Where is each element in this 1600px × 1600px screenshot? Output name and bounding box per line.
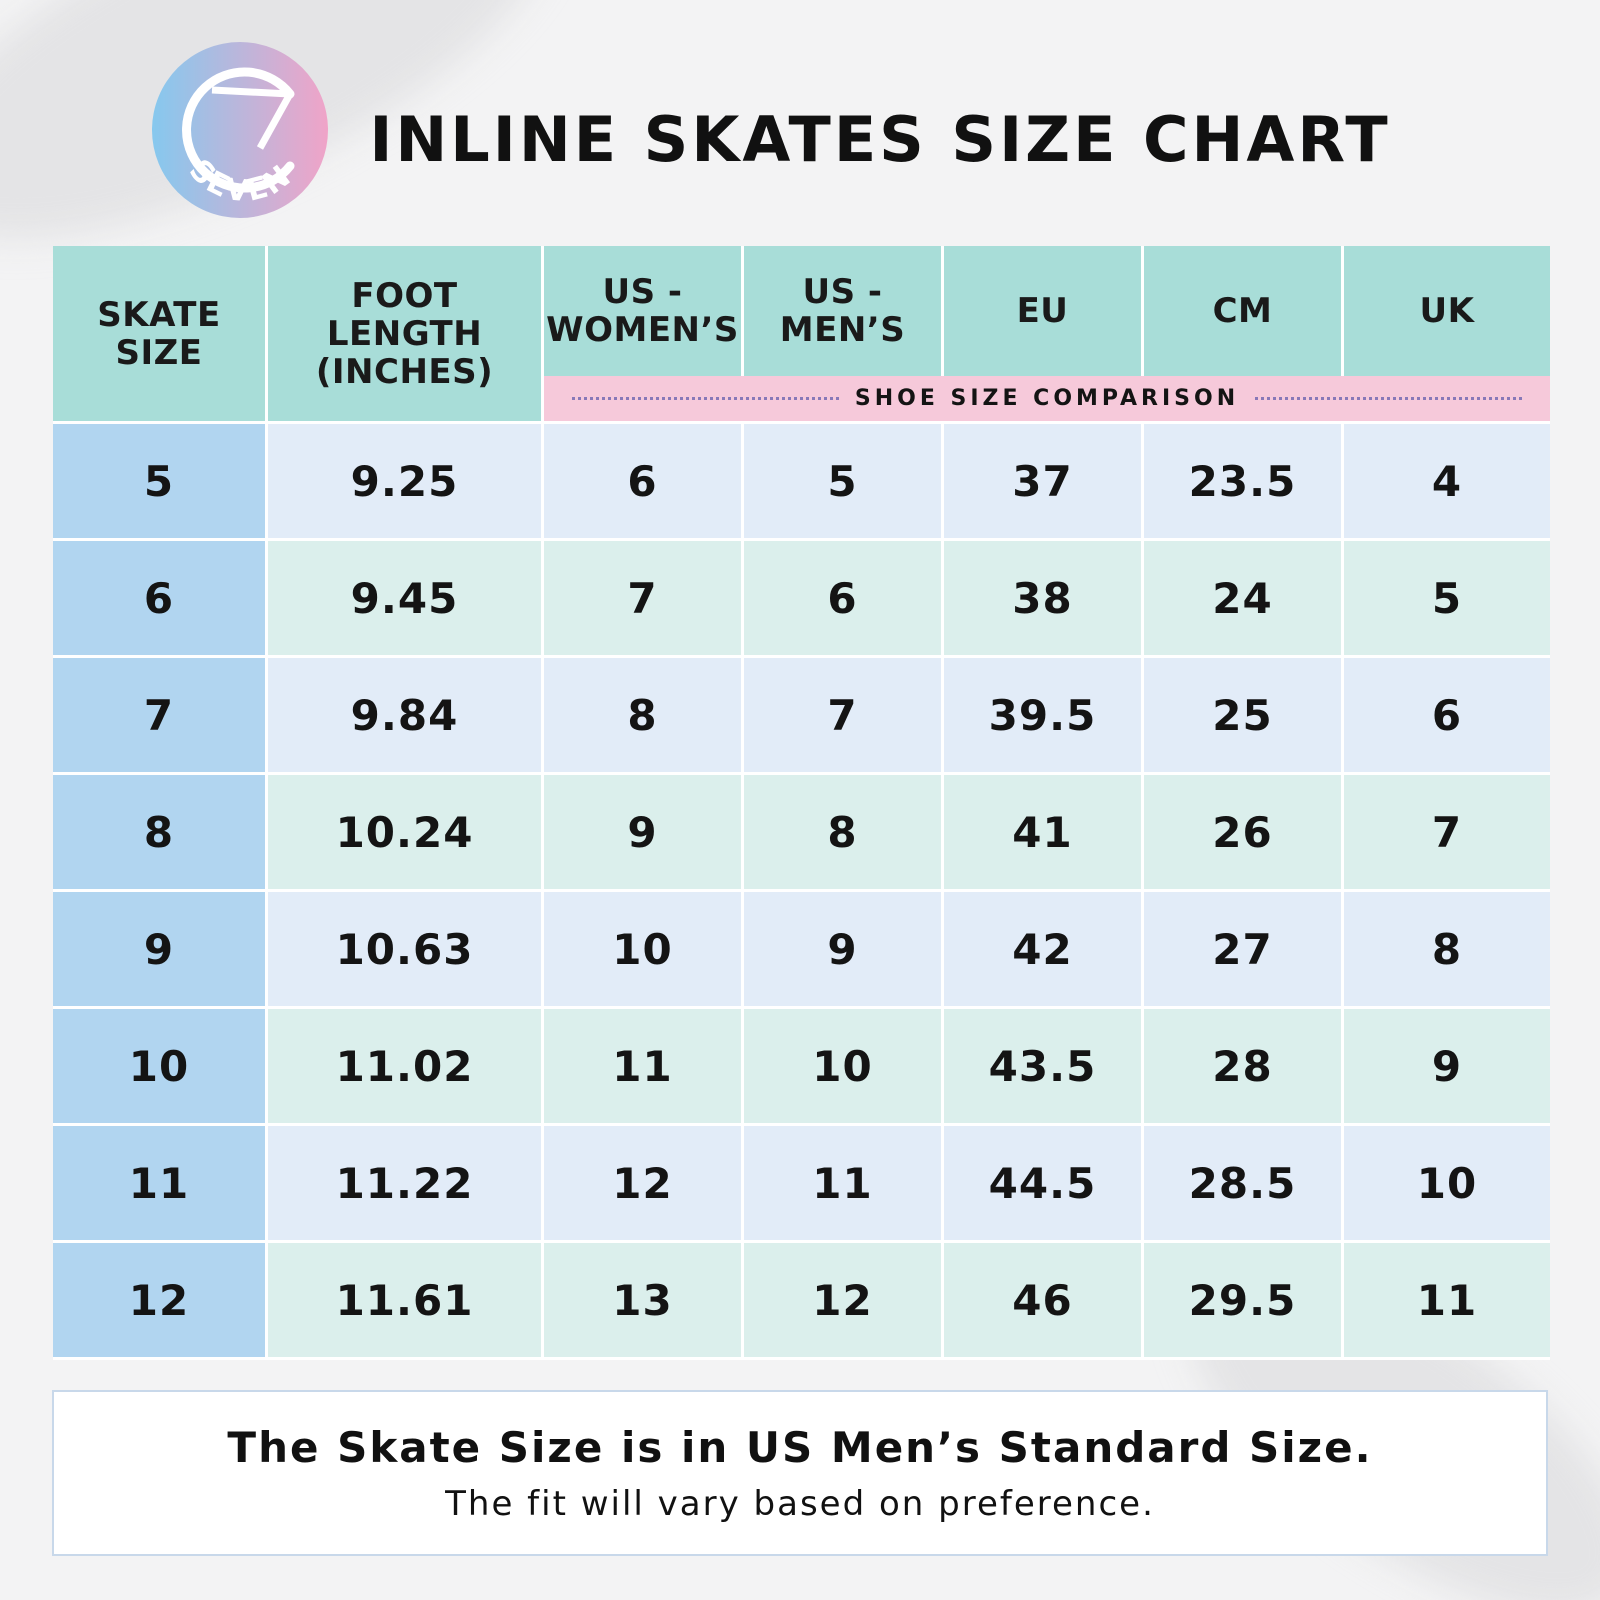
header-eu: EU — [944, 246, 1144, 376]
cell-foot-length: 9.25 — [268, 424, 544, 541]
footnote-box: The Skate Size is in US Men’s Standard S… — [52, 1390, 1548, 1556]
cell-uk: 4 — [1344, 424, 1550, 541]
cell-eu: 39.5 — [944, 658, 1144, 775]
cell-us-mens: 12 — [744, 1243, 944, 1360]
cell-foot-length: 11.22 — [268, 1126, 544, 1243]
cell-skate-size: 7 — [53, 658, 268, 775]
cell-cm: 28.5 — [1144, 1126, 1344, 1243]
header-skate-size: SKATE SIZE — [53, 246, 268, 424]
cell-us-womens: 13 — [544, 1243, 744, 1360]
subheader-label: SHOE SIZE COMPARISON — [854, 386, 1240, 411]
cell-skate-size: 9 — [53, 892, 268, 1009]
cell-cm: 26 — [1144, 775, 1344, 892]
header-foot-length: FOOT LENGTH (INCHES) — [268, 246, 544, 424]
header-uk: UK — [1344, 246, 1550, 376]
cell-skate-size: 11 — [53, 1126, 268, 1243]
footnote-main: The Skate Size is in US Men’s Standard S… — [227, 1422, 1373, 1472]
header-us-womens: US - WOMEN’S — [544, 246, 744, 376]
footnote-sub: The fit will vary based on preference. — [445, 1483, 1155, 1524]
cell-us-womens: 9 — [544, 775, 744, 892]
cell-skate-size: 10 — [53, 1009, 268, 1126]
cell-foot-length: 10.24 — [268, 775, 544, 892]
cell-foot-length: 10.63 — [268, 892, 544, 1009]
cell-foot-length: 9.84 — [268, 658, 544, 775]
cell-uk: 7 — [1344, 775, 1550, 892]
cell-cm: 23.5 — [1144, 424, 1344, 541]
cell-us-womens: 11 — [544, 1009, 744, 1126]
dotted-divider — [572, 397, 839, 400]
cell-uk: 5 — [1344, 541, 1550, 658]
cell-us-mens: 6 — [744, 541, 944, 658]
seven-logo-icon: SEVEN — [152, 42, 328, 218]
cell-us-womens: 8 — [544, 658, 744, 775]
cell-uk: 8 — [1344, 892, 1550, 1009]
cell-skate-size: 6 — [53, 541, 268, 658]
cell-cm: 28 — [1144, 1009, 1344, 1126]
cell-us-mens: 8 — [744, 775, 944, 892]
cell-uk: 11 — [1344, 1243, 1550, 1360]
cell-cm: 24 — [1144, 541, 1344, 658]
header-us-mens: US - MEN’S — [744, 246, 944, 376]
cell-cm: 25 — [1144, 658, 1344, 775]
cell-uk: 10 — [1344, 1126, 1550, 1243]
cell-us-mens: 10 — [744, 1009, 944, 1126]
cell-cm: 27 — [1144, 892, 1344, 1009]
size-chart-table: SKATE SIZE FOOT LENGTH (INCHES) US - WOM… — [53, 246, 1550, 1360]
page-title: INLINE SKATES SIZE CHART — [369, 103, 1391, 176]
cell-uk: 6 — [1344, 658, 1550, 775]
cell-eu: 46 — [944, 1243, 1144, 1360]
cell-skate-size: 5 — [53, 424, 268, 541]
cell-foot-length: 9.45 — [268, 541, 544, 658]
cell-cm: 29.5 — [1144, 1243, 1344, 1360]
cell-us-womens: 10 — [544, 892, 744, 1009]
dotted-divider — [1255, 397, 1522, 400]
cell-eu: 38 — [944, 541, 1144, 658]
cell-skate-size: 12 — [53, 1243, 268, 1360]
cell-us-mens: 7 — [744, 658, 944, 775]
cell-us-mens: 5 — [744, 424, 944, 541]
cell-eu: 37 — [944, 424, 1144, 541]
cell-eu: 44.5 — [944, 1126, 1144, 1243]
cell-us-womens: 12 — [544, 1126, 744, 1243]
header-cm: CM — [1144, 246, 1344, 376]
shoe-size-comparison-banner: SHOE SIZE COMPARISON — [544, 376, 1550, 424]
cell-eu: 42 — [944, 892, 1144, 1009]
cell-us-womens: 7 — [544, 541, 744, 658]
cell-us-mens: 11 — [744, 1126, 944, 1243]
brand-logo: SEVEN — [150, 40, 330, 220]
cell-us-mens: 9 — [744, 892, 944, 1009]
cell-us-womens: 6 — [544, 424, 744, 541]
cell-eu: 41 — [944, 775, 1144, 892]
cell-foot-length: 11.61 — [268, 1243, 544, 1360]
cell-eu: 43.5 — [944, 1009, 1144, 1126]
cell-uk: 9 — [1344, 1009, 1550, 1126]
cell-foot-length: 11.02 — [268, 1009, 544, 1126]
cell-skate-size: 8 — [53, 775, 268, 892]
